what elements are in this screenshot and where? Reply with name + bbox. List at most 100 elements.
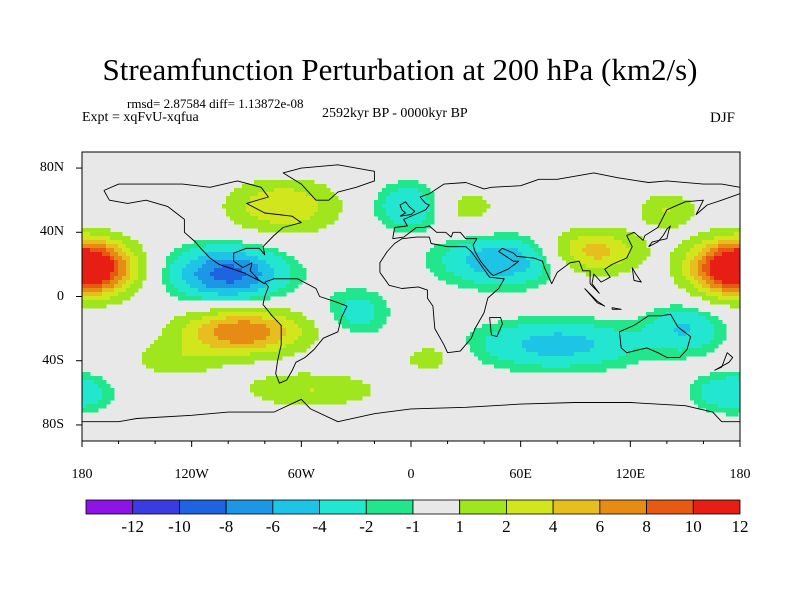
field-cell: [190, 248, 195, 253]
field-cell: [254, 336, 259, 341]
field-cell: [482, 240, 487, 245]
field-cell: [378, 296, 383, 301]
field-cell: [222, 292, 227, 297]
field-cell: [270, 376, 275, 381]
field-cell: [478, 260, 483, 265]
field-cell: [734, 276, 739, 281]
field-cell: [246, 296, 251, 301]
field-cell: [646, 348, 651, 353]
field-cell: [690, 340, 695, 345]
field-cell: [510, 256, 515, 261]
field-cell: [674, 280, 679, 285]
field-cell: [718, 400, 723, 405]
field-cell: [610, 352, 615, 357]
field-cell: [294, 332, 299, 337]
field-cell: [626, 352, 631, 357]
field-cell: [498, 328, 503, 333]
field-cell: [250, 260, 255, 265]
field-cell: [306, 336, 311, 341]
field-cell: [558, 360, 563, 365]
field-cell: [274, 224, 279, 229]
field-cell: [258, 204, 263, 209]
field-cell: [358, 380, 363, 385]
field-cell: [698, 320, 703, 325]
field-cell: [234, 348, 239, 353]
field-cell: [606, 260, 611, 265]
field-cell: [294, 336, 299, 341]
coastline: [631, 267, 642, 283]
field-cell: [594, 364, 599, 369]
field-cell: [618, 344, 623, 349]
field-cell: [142, 252, 147, 257]
field-cell: [258, 196, 263, 201]
field-cell: [486, 288, 491, 293]
field-cell: [694, 248, 699, 253]
field-cell: [298, 336, 303, 341]
field-cell: [646, 336, 651, 341]
field-cell: [194, 240, 199, 245]
field-cell: [222, 308, 227, 313]
field-cell: [718, 232, 723, 237]
field-cell: [270, 256, 275, 261]
field-cell: [306, 344, 311, 349]
field-cell: [414, 192, 419, 197]
field-cell: [494, 348, 499, 353]
field-cell: [222, 256, 227, 261]
field-cell: [466, 244, 471, 249]
field-cell: [282, 196, 287, 201]
field-cell: [234, 288, 239, 293]
field-cell: [178, 332, 183, 337]
field-cell: [342, 324, 347, 329]
field-cell: [734, 232, 739, 237]
field-cell: [698, 272, 703, 277]
field-cell: [430, 212, 435, 217]
field-cell: [86, 256, 91, 261]
field-cell: [478, 348, 483, 353]
field-cell: [566, 316, 571, 321]
field-cell: [90, 288, 95, 293]
field-cell: [518, 272, 523, 277]
field-cell: [706, 320, 711, 325]
y-tick-label: 80S: [42, 416, 64, 432]
field-cell: [294, 264, 299, 269]
field-cell: [378, 192, 383, 197]
field-cell: [94, 388, 99, 393]
field-cell: [502, 344, 507, 349]
field-cell: [246, 260, 251, 265]
field-cell: [478, 268, 483, 273]
field-cell: [274, 196, 279, 201]
field-cell: [250, 360, 255, 365]
field-cell: [674, 348, 679, 353]
field-cell: [610, 272, 615, 277]
field-cell: [178, 288, 183, 293]
field-cell: [478, 212, 483, 217]
field-cell: [90, 280, 95, 285]
field-cell: [118, 288, 123, 293]
field-cell: [206, 268, 211, 273]
field-cell: [730, 252, 735, 257]
field-cell: [314, 188, 319, 193]
field-cell: [306, 320, 311, 325]
field-cell: [394, 188, 399, 193]
field-cell: [310, 400, 315, 405]
field-cell: [238, 324, 243, 329]
field-cell: [698, 240, 703, 245]
field-cell: [282, 376, 287, 381]
field-cell: [94, 404, 99, 409]
field-cell: [734, 228, 739, 233]
field-cell: [546, 360, 551, 365]
field-cell: [650, 316, 655, 321]
field-cell: [94, 384, 99, 389]
field-cell: [446, 240, 451, 245]
field-cell: [102, 244, 107, 249]
field-cell: [686, 328, 691, 333]
field-cell: [598, 324, 603, 329]
field-cell: [658, 316, 663, 321]
field-cell: [714, 268, 719, 273]
field-cell: [402, 196, 407, 201]
field-cell: [250, 280, 255, 285]
field-cell: [94, 240, 99, 245]
field-cell: [366, 320, 371, 325]
field-cell: [678, 284, 683, 289]
field-cell: [686, 284, 691, 289]
